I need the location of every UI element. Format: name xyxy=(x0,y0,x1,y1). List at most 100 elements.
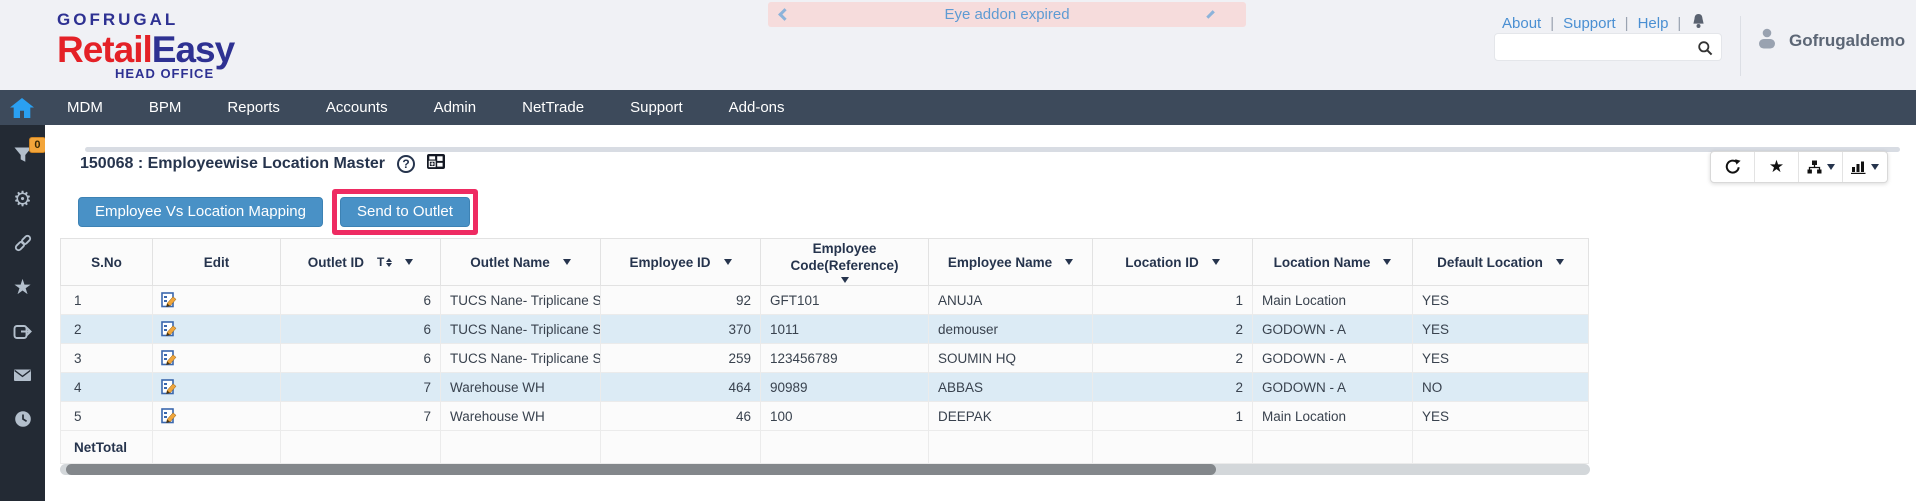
column-header-default-location[interactable]: Default Location xyxy=(1412,238,1589,286)
nav-item-nettrade[interactable]: NetTrade xyxy=(522,99,585,116)
column-header-sno[interactable]: S.No xyxy=(60,238,153,286)
share-icon[interactable] xyxy=(12,321,34,341)
help-link[interactable]: Help xyxy=(1637,15,1669,32)
shortcut-keys-icon[interactable] xyxy=(427,154,446,174)
cell-edit xyxy=(152,401,281,431)
collapsed-panel-strip[interactable] xyxy=(85,147,1900,152)
cell-default-location: YES xyxy=(1412,314,1589,344)
edit-icon[interactable] xyxy=(161,321,177,337)
column-menu-icon[interactable] xyxy=(1555,259,1564,265)
clock-icon[interactable] xyxy=(12,409,34,429)
about-link[interactable]: About xyxy=(1502,15,1542,32)
cell-location-name: Main Location xyxy=(1252,285,1413,315)
column-label: Location ID xyxy=(1125,254,1199,270)
main-content: 150068 : Employeewise Location Master ★ … xyxy=(45,125,1916,501)
table-row: 5 7 Warehouse WH 46 100 DEEPAK 1 Main Lo… xyxy=(60,401,1589,431)
column-menu-icon[interactable] xyxy=(1383,259,1392,265)
column-header-outlet-id[interactable]: Outlet ID xyxy=(280,238,441,286)
scrollbar-thumb[interactable] xyxy=(66,464,1216,475)
cell-empty xyxy=(440,430,601,464)
column-menu-icon[interactable] xyxy=(723,259,732,265)
cell-outlet-id: 7 xyxy=(280,401,441,431)
sort-indicator-icon[interactable] xyxy=(377,255,393,269)
cell-location-id: 2 xyxy=(1092,314,1253,344)
column-header-employee-code[interactable]: Employee Code(Reference) xyxy=(760,238,929,286)
edit-icon[interactable] xyxy=(161,379,177,395)
edit-icon[interactable] xyxy=(161,292,177,308)
column-menu-icon[interactable] xyxy=(405,259,414,265)
chevron-down-icon xyxy=(1871,164,1879,170)
column-header-edit[interactable]: Edit xyxy=(152,238,281,286)
column-header-employee-name[interactable]: Employee Name xyxy=(928,238,1093,286)
notification-banner: Eye addon expired xyxy=(768,2,1246,27)
cell-outlet-id: 6 xyxy=(280,314,441,344)
search-input[interactable] xyxy=(1503,35,1688,59)
send-to-outlet-button[interactable]: Send to Outlet xyxy=(339,197,470,227)
star-icon[interactable]: ★ xyxy=(13,275,32,299)
cell-outlet-id: 6 xyxy=(280,285,441,315)
column-header-location-name[interactable]: Location Name xyxy=(1252,238,1413,286)
cell-employee-name: ANUJA xyxy=(928,285,1093,315)
horizontal-scrollbar[interactable] xyxy=(60,464,1590,475)
cell-employee-id: 92 xyxy=(600,285,761,315)
gear-icon[interactable]: ⚙ xyxy=(13,187,32,211)
filter-count-badge: 0 xyxy=(29,137,46,153)
favorite-button[interactable]: ★ xyxy=(1755,152,1799,182)
link-icon[interactable] xyxy=(12,233,34,253)
user-menu[interactable]: Gofrugaldemo xyxy=(1755,26,1905,55)
hierarchy-view-button[interactable] xyxy=(1799,152,1843,182)
employee-vs-location-mapping-button[interactable]: Employee Vs Location Mapping xyxy=(78,197,323,227)
cell-empty xyxy=(280,430,441,464)
refresh-button[interactable] xyxy=(1711,152,1755,182)
cell-employee-code: 123456789 xyxy=(760,343,929,373)
cell-empty xyxy=(760,430,929,464)
column-label: Outlet ID xyxy=(307,254,364,270)
column-header-outlet-name[interactable]: Outlet Name xyxy=(440,238,601,286)
nav-item-bpm[interactable]: BPM xyxy=(148,99,182,116)
link-separator: | xyxy=(1677,15,1682,32)
chevron-left-icon xyxy=(777,8,791,21)
help-icon[interactable] xyxy=(397,155,416,173)
cell-location-id: 1 xyxy=(1092,285,1253,315)
header-divider xyxy=(1740,16,1741,76)
cell-outlet-id: 7 xyxy=(280,372,441,402)
cell-outlet-name: Warehouse WH xyxy=(440,372,601,402)
nav-item-accounts[interactable]: Accounts xyxy=(325,99,388,116)
cell-employee-name: ABBAS xyxy=(928,372,1093,402)
star-icon: ★ xyxy=(1768,156,1785,177)
column-header-employee-id[interactable]: Employee ID xyxy=(600,238,761,286)
mail-icon[interactable] xyxy=(12,365,34,385)
search-icon[interactable] xyxy=(1697,40,1713,61)
banner-next-button[interactable] xyxy=(1205,2,1246,27)
nav-item-mdm[interactable]: MDM xyxy=(67,99,103,116)
cell-sno: 5 xyxy=(60,401,153,431)
cell-outlet-name: Warehouse WH xyxy=(440,401,601,431)
nav-item-reports[interactable]: Reports xyxy=(227,99,280,116)
cell-empty xyxy=(1092,430,1253,464)
nav-item-admin[interactable]: Admin xyxy=(433,99,477,116)
home-button[interactable] xyxy=(0,90,44,125)
cell-outlet-id: 6 xyxy=(280,343,441,373)
column-header-location-id[interactable]: Location ID xyxy=(1092,238,1253,286)
edit-icon[interactable] xyxy=(161,408,177,424)
cell-location-name: Main Location xyxy=(1252,401,1413,431)
edit-icon[interactable] xyxy=(161,350,177,366)
cell-employee-id: 464 xyxy=(600,372,761,402)
column-menu-icon[interactable] xyxy=(840,277,849,284)
column-label: Location Name xyxy=(1273,254,1371,270)
table-row: 4 7 Warehouse WH 464 90989 ABBAS 2 GODOW… xyxy=(60,372,1589,402)
cell-location-id: 1 xyxy=(1092,401,1253,431)
logo-brand-text: GOFRUGAL xyxy=(57,10,179,29)
support-link[interactable]: Support xyxy=(1563,15,1616,32)
chart-view-button[interactable] xyxy=(1843,152,1887,182)
column-menu-icon[interactable] xyxy=(1065,259,1074,265)
column-menu-icon[interactable] xyxy=(1211,259,1220,265)
filter-icon[interactable]: 0 xyxy=(12,137,46,165)
org-tree-icon xyxy=(1807,160,1821,174)
notifications-bell-icon[interactable] xyxy=(1690,13,1707,34)
nav-item-addons[interactable]: Add-ons xyxy=(728,99,785,116)
banner-prev-button[interactable] xyxy=(768,2,794,27)
column-label: Employee ID xyxy=(629,254,711,270)
column-menu-icon[interactable] xyxy=(562,259,571,265)
nav-item-support[interactable]: Support xyxy=(630,99,683,116)
